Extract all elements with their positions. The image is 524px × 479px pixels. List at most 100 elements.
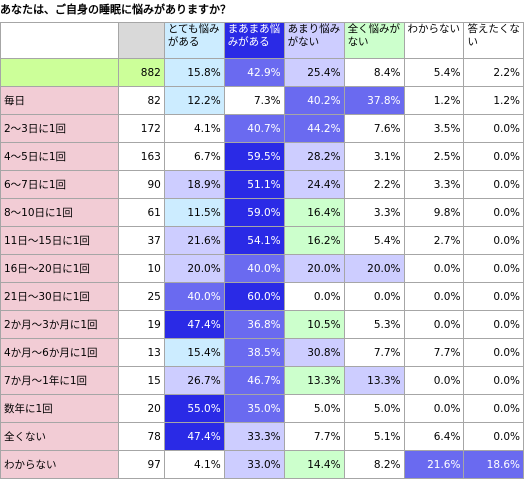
data-cell: 35.0% <box>223 394 285 423</box>
data-cell: 21.6% <box>163 226 225 255</box>
table-row: 7か月～1年に1回 15 26.7% 46.7% 13.3% 13.3% 0.0% 0.0% <box>0 366 524 395</box>
data-cell: 4.1% <box>163 450 225 479</box>
data-cell: 12.2% <box>163 86 225 115</box>
data-cell: 36.8% <box>223 310 285 339</box>
row-label: 11日～15日に1回 <box>0 226 119 255</box>
data-cell: 0.0% <box>403 254 465 283</box>
row-count: 90 <box>117 170 165 199</box>
row-label: 2か月～3か月に1回 <box>0 310 119 339</box>
data-cell: 54.1% <box>223 226 285 255</box>
data-cell: 2.2% <box>463 58 524 87</box>
data-cell: 0.0% <box>463 254 524 283</box>
data-cell: 3.1% <box>343 142 405 171</box>
column-header-line: とても悩み <box>167 23 220 36</box>
cross-tab-table: とても悩み がある まあまあ悩 みがある あまり悩み がない 全く悩みが ない わからない 答えた… <box>0 22 524 479</box>
row-label: 7か月～1年に1回 <box>0 366 119 395</box>
data-cell: 0.0% <box>463 282 524 311</box>
row-count: 15 <box>117 366 165 395</box>
data-cell: 0.0% <box>403 366 465 395</box>
data-cell: 3.3% <box>343 198 405 227</box>
table-row: 2～3日に1回 172 4.1% 40.7% 44.2% 7.6% 3.5% 0.0% <box>0 114 524 143</box>
data-cell: 40.2% <box>283 86 345 115</box>
row-count: 882 <box>117 58 165 87</box>
data-cell: 40.0% <box>223 254 285 283</box>
data-cell: 47.4% <box>163 310 225 339</box>
data-cell: 15.8% <box>163 58 225 87</box>
data-cell: 10.5% <box>283 310 345 339</box>
data-cell: 0.0% <box>463 310 524 339</box>
data-cell: 47.4% <box>163 422 225 451</box>
column-header-line: まあまあ悩 <box>227 23 281 36</box>
table-row: 2か月～3か月に1回 19 47.4% 36.8% 10.5% 5.3% 0.0% 0.0% <box>0 310 524 339</box>
data-cell: 0.0% <box>283 282 345 311</box>
row-count: 61 <box>117 198 165 227</box>
table-row: 毎日 82 12.2% 7.3% 40.2% 37.8% 1.2% 1.2% <box>0 86 524 115</box>
row-count: 97 <box>117 450 165 479</box>
data-cell: 0.0% <box>463 114 524 143</box>
data-cell: 5.0% <box>283 394 345 423</box>
data-cell: 11.5% <box>163 198 225 227</box>
survey-table-view: あなたは、ご自身の睡眠に悩みがありますか？ とても悩み がある まあまあ悩 みがあるあ… <box>0 3 524 479</box>
row-label: 21日～30日に1回 <box>0 282 119 311</box>
data-cell: 0.0% <box>463 226 524 255</box>
data-cell: 3.3% <box>403 170 465 199</box>
column-header: まあまあ悩 みがある <box>223 22 285 59</box>
data-cell: 15.4% <box>163 338 225 367</box>
column-header: あまり悩み がない <box>283 22 345 59</box>
column-header-line: がある <box>167 36 200 48</box>
row-count: 78 <box>117 422 165 451</box>
row-count: 19 <box>117 310 165 339</box>
data-cell: 3.5% <box>403 114 465 143</box>
data-cell: 59.0% <box>223 198 285 227</box>
column-header: 答えたくない <box>463 22 524 59</box>
data-cell: 18.9% <box>163 170 225 199</box>
data-cell: 0.0% <box>463 170 524 199</box>
data-cell: 14.4% <box>283 450 345 479</box>
table-row: 16日～20日に1回 10 20.0% 40.0% 20.0% 20.0% 0.0% 0.0% <box>0 254 524 283</box>
row-label: 全くない <box>0 422 119 451</box>
data-cell: 38.5% <box>223 338 285 367</box>
row-count: 20 <box>117 394 165 423</box>
total-row: 882 15.8% 42.9% 25.4% 8.4% 5.4% 2.2% <box>0 58 524 87</box>
row-count: 25 <box>117 282 165 311</box>
row-count: 10 <box>117 254 165 283</box>
row-count: 13 <box>117 338 165 367</box>
data-cell: 0.0% <box>463 198 524 227</box>
row-count: 163 <box>117 142 165 171</box>
data-cell: 5.4% <box>343 226 405 255</box>
table-row: 数年に1回 20 55.0% 35.0% 5.0% 5.0% 0.0% 0.0% <box>0 394 524 423</box>
column-header: 全く悩みが ない <box>343 22 405 59</box>
data-cell: 28.2% <box>283 142 345 171</box>
column-header-line: わからない <box>407 23 461 36</box>
row-count: 172 <box>117 114 165 143</box>
data-cell: 20.0% <box>283 254 345 283</box>
row-label: 6～7日に1回 <box>0 170 119 199</box>
data-cell: 0.0% <box>463 422 524 451</box>
data-cell: 5.3% <box>343 310 405 339</box>
row-label: 4～5日に1回 <box>0 142 119 171</box>
data-cell: 7.6% <box>343 114 405 143</box>
data-cell: 0.0% <box>463 142 524 171</box>
data-cell: 7.7% <box>343 338 405 367</box>
data-cell: 40.7% <box>223 114 285 143</box>
data-cell: 40.0% <box>163 282 225 311</box>
data-cell: 0.0% <box>463 366 524 395</box>
row-count: 82 <box>117 86 165 115</box>
data-cell: 4.1% <box>163 114 225 143</box>
row-label: 8～10日に1回 <box>0 198 119 227</box>
data-cell: 26.7% <box>163 366 225 395</box>
row-label <box>0 58 119 87</box>
column-header-line: い <box>467 36 478 48</box>
row-label: 4か月～6か月に1回 <box>0 338 119 367</box>
column-header-line: がない <box>287 36 320 48</box>
data-cell: 55.0% <box>163 394 225 423</box>
column-header-line: あまり悩み <box>287 23 341 36</box>
data-cell: 16.2% <box>283 226 345 255</box>
data-cell: 44.2% <box>283 114 345 143</box>
data-cell: 60.0% <box>223 282 285 311</box>
header-row: とても悩み がある まあまあ悩 みがある あまり悩み がない 全く悩みが ない わからない 答えた… <box>0 22 524 59</box>
row-count: 37 <box>117 226 165 255</box>
data-cell: 6.7% <box>163 142 225 171</box>
data-cell: 5.4% <box>403 58 465 87</box>
data-cell: 6.4% <box>403 422 465 451</box>
